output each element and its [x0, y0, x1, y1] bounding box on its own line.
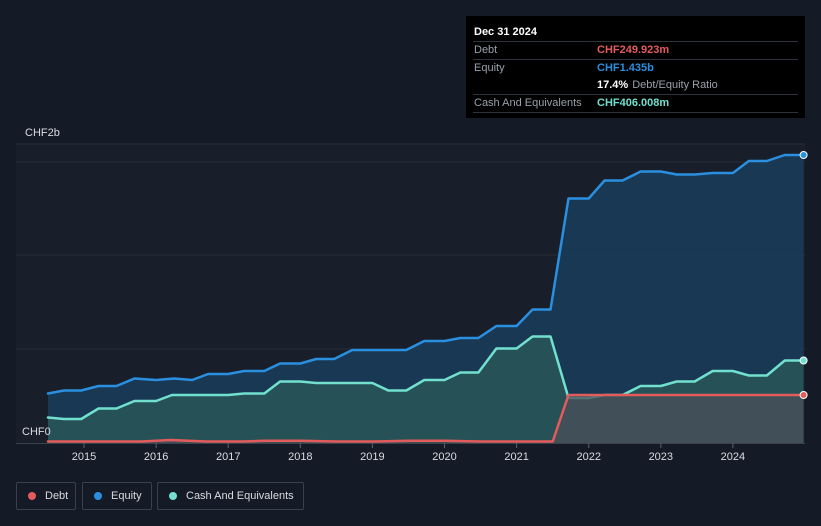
equity-legend-dot-icon — [94, 492, 102, 500]
x-tick-label: 2017 — [216, 451, 240, 463]
x-tick-label: 2018 — [288, 451, 312, 463]
tooltip-debt-label: Debt — [474, 44, 498, 56]
tooltip-cash-value: CHF406.008m — [597, 97, 670, 109]
y-axis-label-bottom: CHF0 — [22, 426, 51, 438]
x-tick-label: 2024 — [721, 451, 745, 463]
tooltip-equity-label: Equity — [474, 62, 505, 74]
tooltip-row-cash: Cash And Equivalents CHF406.008m — [473, 94, 798, 113]
debt-end-point — [799, 391, 808, 399]
x-tick-label: 2022 — [576, 451, 600, 463]
tooltip-equity-value: CHF1.435b — [597, 62, 654, 74]
y-axis-label-top: CHF2b — [25, 127, 60, 139]
tooltip-row-ratio: 17.4% Debt/Equity Ratio — [473, 77, 798, 94]
debt-legend-dot-icon — [28, 492, 36, 500]
x-axis: 2015 2016 2017 2018 2019 2020 2021 2022 2023 2024 — [16, 443, 805, 463]
x-tick-label: 2020 — [432, 451, 456, 463]
x-tick-label: 2016 — [144, 451, 168, 463]
series-layer — [46, 151, 808, 443]
equity-end-point — [799, 151, 808, 159]
tooltip-ratio-label: Debt/Equity Ratio — [632, 79, 718, 91]
tooltip-ratio-value: 17.4% — [597, 79, 629, 91]
tooltip-row-equity: Equity CHF1.435b — [473, 59, 798, 77]
debt-area — [48, 395, 804, 443]
tooltip-debt-value: CHF249.923m — [597, 44, 670, 56]
legend-cash-label: Cash And Equivalents — [186, 490, 294, 502]
tooltip-cash-label: Cash And Equivalents — [474, 97, 582, 109]
debt-line — [46, 393, 805, 443]
tooltip-date: Dec 31 2024 — [474, 26, 537, 38]
legend-item-debt[interactable]: Debt — [16, 482, 76, 510]
x-tick-label: 2015 — [72, 451, 96, 463]
legend-item-cash[interactable]: Cash And Equivalents — [157, 482, 304, 510]
legend-debt-label: Debt — [45, 490, 69, 502]
x-tick-label: 2023 — [649, 451, 673, 463]
cash-legend-dot-icon — [169, 492, 177, 500]
legend-equity-label: Equity — [111, 490, 142, 502]
tooltip-row-debt: Debt CHF249.923m — [473, 41, 798, 59]
x-tick-label: 2021 — [504, 451, 528, 463]
data-tooltip: Dec 31 2024 Debt CHF249.923m Equity CHF1… — [466, 16, 805, 118]
tooltip-ratio-spacer — [473, 77, 597, 94]
cash-end-point — [799, 356, 808, 365]
equity-line — [46, 153, 805, 395]
x-tick-label: 2019 — [360, 451, 384, 463]
cash-line — [46, 335, 805, 421]
legend-item-equity[interactable]: Equity — [82, 482, 152, 510]
equity-area — [48, 155, 804, 443]
